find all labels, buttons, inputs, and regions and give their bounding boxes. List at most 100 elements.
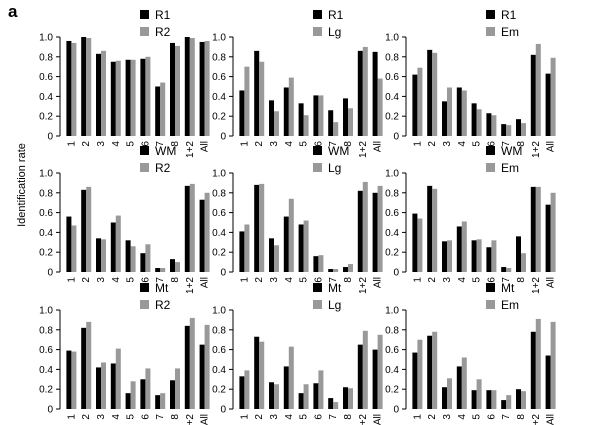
x-tick-label: 4 (111, 277, 122, 283)
x-tick-label: 1+2 (531, 414, 542, 425)
y-tick-label: 0.4 (385, 365, 399, 376)
x-tick-label: 3 (269, 141, 280, 147)
bar-em-1 (417, 218, 423, 272)
x-tick-label: 7 (328, 141, 339, 147)
x-tick-label: All (546, 141, 557, 152)
bar-wm-8 (516, 236, 521, 272)
bar-mt-1plus2 (530, 331, 536, 409)
bar-mt-8 (516, 389, 521, 409)
x-tick-label: 1+2 (358, 414, 369, 425)
bar-mt-1plus2 (184, 325, 190, 409)
x-tick-label: 8 (170, 277, 181, 283)
x-tick-label: 5 (472, 277, 483, 283)
y-tick-label: 0.6 (385, 208, 399, 219)
bar-lg-5 (303, 220, 309, 272)
legend-swatch-r1 (486, 10, 495, 19)
bar-lg-1plus2 (362, 46, 368, 136)
x-tick-label: 3 (96, 141, 107, 147)
x-tick-label: 8 (343, 414, 354, 420)
bar-r2-4 (115, 348, 121, 409)
bar-r2-8 (175, 45, 180, 136)
bar-wm-all (199, 199, 205, 272)
legend-swatch-lg (313, 300, 322, 309)
bar-mt-6 (140, 379, 146, 409)
bar-r2-1plus2 (189, 183, 195, 272)
bar-lg-4 (288, 346, 294, 409)
bar-lg-7 (333, 402, 339, 409)
x-tick-label: 4 (111, 141, 122, 147)
y-tick-label: 0.2 (385, 112, 399, 123)
bar-mt-all (199, 344, 205, 409)
bar-wm-1 (66, 216, 72, 272)
bar-em-7 (506, 125, 512, 136)
bar-wm-2 (427, 185, 433, 272)
legend-label-r2: R2 (155, 298, 171, 312)
bar-mt-5 (298, 393, 304, 409)
bar-r1-7 (155, 86, 161, 136)
x-tick-label: 7 (501, 414, 512, 420)
legend-label-lg: Lg (328, 161, 341, 175)
bar-wm-1plus2 (530, 186, 536, 272)
x-tick-label: 4 (457, 277, 468, 283)
y-tick-label: 0.6 (212, 72, 226, 83)
y-tick-label: 1.0 (39, 306, 53, 317)
chart-panel-1: 0 0.2 0.4 0.6 0.8 1.0 1 2 3 4 5 6 7 8 1+2 All R1 R2 (39, 8, 211, 158)
bar-r2-4 (115, 60, 121, 137)
bar-r2-2 (86, 321, 92, 409)
bar-r1-4 (283, 87, 289, 136)
bar-mt-1 (66, 350, 72, 409)
bar-lg-3 (274, 384, 279, 409)
x-tick-label: 6 (486, 277, 497, 283)
bar-wm-4 (110, 222, 116, 272)
bar-wm-8 (343, 267, 348, 272)
legend-label-r1: R1 (155, 8, 171, 22)
panel-letter: a (8, 2, 18, 21)
bar-r1-1 (239, 90, 245, 136)
bar-wm-1 (239, 231, 245, 272)
x-tick-label: 2 (81, 277, 92, 283)
bar-wm-1 (412, 213, 418, 272)
x-tick-label: 2 (427, 277, 438, 283)
legend-swatch-mt (313, 283, 322, 292)
chart-panel-3: 0 0.2 0.4 0.6 0.8 1.0 1 2 3 4 5 6 7 8 1+2 All R1 Em (385, 8, 557, 158)
bar-r2-7 (160, 268, 166, 272)
bar-wm-7 (155, 268, 161, 272)
x-tick-label: 2 (254, 141, 265, 147)
x-tick-label: 8 (343, 141, 354, 147)
bar-em-all (550, 57, 556, 136)
y-tick-label: 0 (47, 132, 53, 143)
y-tick-label: 0.2 (385, 385, 399, 396)
x-tick-label: 8 (516, 277, 527, 283)
y-tick-label: 0.8 (212, 325, 226, 336)
chart-panel-2: 0 0.2 0.4 0.6 0.8 1.0 1 2 3 4 5 6 7 8 1+2 All R1 Lg (212, 8, 384, 158)
bar-mt-3 (269, 382, 274, 409)
legend-label-em: Em (501, 161, 519, 175)
y-tick-label: 0 (393, 268, 399, 279)
y-tick-label: 0 (47, 268, 53, 279)
bar-lg-1 (244, 370, 250, 409)
bar-wm-3 (96, 238, 101, 272)
y-tick-label: 0.6 (39, 72, 53, 83)
bar-em-2 (432, 188, 438, 272)
bar-em-8 (521, 123, 526, 136)
bar-r2-1plus2 (189, 317, 195, 409)
bar-em-8 (521, 253, 526, 272)
bar-r1-3 (96, 53, 101, 136)
y-tick-label: 0.2 (39, 248, 53, 259)
bar-r1-7 (328, 110, 334, 136)
x-tick-label: 1 (66, 141, 77, 147)
bar-wm-4 (283, 216, 289, 272)
bar-wm-7 (501, 267, 507, 272)
legend-label-r2: R2 (155, 161, 171, 175)
bar-r2-2 (86, 186, 92, 272)
x-tick-label: 3 (96, 414, 107, 420)
bar-r2-5 (130, 246, 136, 272)
bar-mt-1plus2 (357, 344, 363, 409)
bar-r1-4 (456, 87, 462, 136)
bar-em-all (550, 321, 556, 409)
legend-swatch-em (486, 300, 495, 309)
y-tick-label: 1.0 (385, 169, 399, 180)
bar-r1-2 (427, 49, 433, 137)
y-tick-label: 0.4 (385, 92, 399, 103)
x-tick-label: 2 (81, 414, 92, 420)
